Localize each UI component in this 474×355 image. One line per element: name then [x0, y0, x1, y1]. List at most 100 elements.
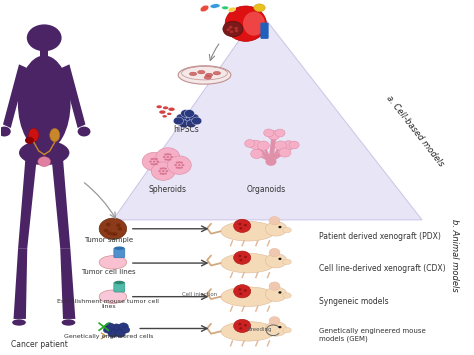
Ellipse shape: [18, 55, 71, 151]
Circle shape: [118, 227, 122, 230]
Circle shape: [250, 140, 262, 149]
FancyBboxPatch shape: [114, 282, 125, 292]
Circle shape: [162, 170, 164, 172]
Circle shape: [234, 27, 238, 30]
FancyBboxPatch shape: [260, 23, 269, 39]
Circle shape: [234, 251, 251, 264]
Circle shape: [110, 232, 115, 236]
Ellipse shape: [178, 66, 231, 84]
Text: Cell injection: Cell injection: [182, 292, 218, 297]
Circle shape: [151, 162, 175, 180]
Text: b. Animal models: b. Animal models: [450, 219, 459, 292]
Circle shape: [244, 289, 247, 292]
Text: Genetically engineered mouse
models (GEM): Genetically engineered mouse models (GEM…: [319, 328, 426, 342]
Circle shape: [176, 166, 178, 169]
Ellipse shape: [265, 222, 287, 236]
Ellipse shape: [221, 322, 275, 341]
Ellipse shape: [243, 12, 265, 36]
Circle shape: [174, 164, 177, 166]
Text: Tumor cell lines: Tumor cell lines: [81, 269, 136, 275]
FancyBboxPatch shape: [114, 248, 125, 258]
Ellipse shape: [156, 105, 162, 108]
Ellipse shape: [19, 140, 69, 165]
Ellipse shape: [38, 157, 51, 166]
Circle shape: [170, 156, 173, 158]
Ellipse shape: [190, 72, 197, 76]
Circle shape: [223, 21, 243, 37]
Circle shape: [149, 160, 152, 163]
Circle shape: [244, 256, 247, 258]
Circle shape: [283, 141, 294, 150]
Circle shape: [165, 170, 168, 172]
Ellipse shape: [254, 4, 265, 12]
Polygon shape: [113, 11, 422, 220]
Text: Patient derived xenograft (PDX): Patient derived xenograft (PDX): [319, 232, 441, 241]
Text: Cancer patient: Cancer patient: [11, 340, 68, 349]
Ellipse shape: [99, 290, 127, 304]
Polygon shape: [18, 153, 37, 248]
Ellipse shape: [221, 222, 275, 241]
Ellipse shape: [210, 4, 220, 8]
Circle shape: [239, 327, 242, 329]
Circle shape: [184, 110, 194, 118]
Circle shape: [238, 255, 241, 257]
Circle shape: [268, 131, 280, 140]
Circle shape: [160, 168, 163, 170]
Circle shape: [166, 156, 169, 158]
Text: Cell line-derived xenograft (CDX): Cell line-derived xenograft (CDX): [319, 264, 446, 273]
Circle shape: [269, 217, 280, 225]
Circle shape: [238, 323, 241, 325]
Circle shape: [239, 293, 242, 295]
Circle shape: [150, 158, 153, 160]
Ellipse shape: [50, 129, 60, 142]
Text: Establishment mouse tumor cell
lines: Establishment mouse tumor cell lines: [57, 299, 159, 310]
Ellipse shape: [200, 5, 209, 12]
Ellipse shape: [221, 287, 275, 306]
Circle shape: [27, 24, 62, 51]
Circle shape: [178, 167, 181, 169]
Circle shape: [153, 163, 155, 165]
Circle shape: [153, 160, 155, 163]
Circle shape: [106, 223, 110, 226]
Ellipse shape: [228, 7, 236, 12]
FancyBboxPatch shape: [40, 47, 48, 55]
Circle shape: [244, 324, 247, 326]
Circle shape: [257, 141, 269, 150]
Ellipse shape: [12, 319, 26, 326]
Circle shape: [238, 288, 241, 291]
Circle shape: [176, 162, 178, 164]
Polygon shape: [14, 248, 27, 319]
Ellipse shape: [99, 256, 127, 269]
Text: Organoids: Organoids: [247, 185, 286, 195]
Circle shape: [180, 162, 183, 164]
Circle shape: [239, 259, 242, 261]
Ellipse shape: [283, 259, 291, 264]
Circle shape: [245, 140, 255, 147]
Ellipse shape: [159, 110, 165, 114]
Text: Tumor sample: Tumor sample: [84, 237, 133, 244]
Ellipse shape: [221, 253, 275, 273]
Circle shape: [278, 258, 282, 260]
Circle shape: [274, 141, 287, 150]
Circle shape: [122, 327, 130, 333]
Circle shape: [162, 167, 164, 169]
Circle shape: [153, 158, 155, 160]
Circle shape: [234, 319, 251, 333]
Ellipse shape: [265, 287, 287, 301]
Ellipse shape: [283, 327, 291, 333]
Circle shape: [244, 224, 247, 226]
Ellipse shape: [28, 129, 39, 142]
Circle shape: [173, 117, 183, 125]
Circle shape: [251, 149, 263, 158]
Ellipse shape: [283, 227, 291, 233]
Circle shape: [229, 26, 232, 29]
Circle shape: [289, 141, 299, 149]
Ellipse shape: [204, 76, 211, 79]
Circle shape: [164, 173, 167, 175]
Circle shape: [150, 163, 153, 165]
Circle shape: [164, 168, 167, 170]
Circle shape: [186, 120, 196, 128]
Circle shape: [155, 163, 158, 165]
Circle shape: [25, 137, 34, 144]
Circle shape: [269, 248, 280, 257]
